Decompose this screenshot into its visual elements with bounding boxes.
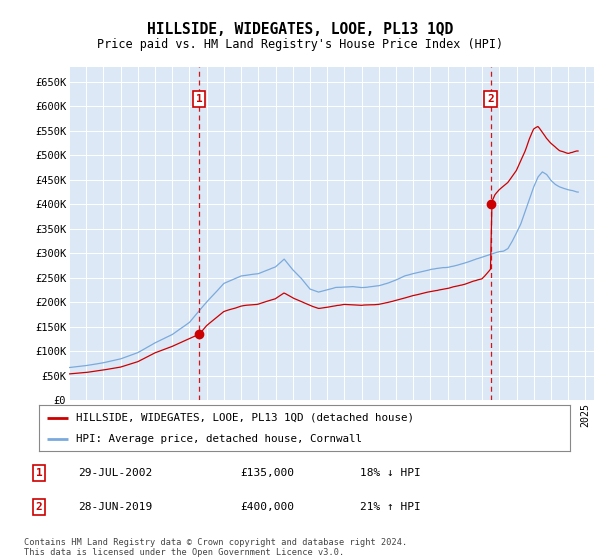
Text: HILLSIDE, WIDEGATES, LOOE, PL13 1QD (detached house): HILLSIDE, WIDEGATES, LOOE, PL13 1QD (det… [76,413,414,423]
Text: Price paid vs. HM Land Registry's House Price Index (HPI): Price paid vs. HM Land Registry's House … [97,38,503,52]
Text: 2: 2 [35,502,43,512]
Text: 2: 2 [487,94,494,104]
Text: £135,000: £135,000 [240,468,294,478]
Text: 28-JUN-2019: 28-JUN-2019 [78,502,152,512]
Text: Contains HM Land Registry data © Crown copyright and database right 2024.
This d: Contains HM Land Registry data © Crown c… [24,538,407,557]
Text: 1: 1 [35,468,43,478]
Text: 21% ↑ HPI: 21% ↑ HPI [360,502,421,512]
Text: £400,000: £400,000 [240,502,294,512]
Text: 18% ↓ HPI: 18% ↓ HPI [360,468,421,478]
Text: HPI: Average price, detached house, Cornwall: HPI: Average price, detached house, Corn… [76,434,362,444]
Text: 1: 1 [196,94,203,104]
Text: HILLSIDE, WIDEGATES, LOOE, PL13 1QD: HILLSIDE, WIDEGATES, LOOE, PL13 1QD [147,22,453,36]
Text: 29-JUL-2002: 29-JUL-2002 [78,468,152,478]
